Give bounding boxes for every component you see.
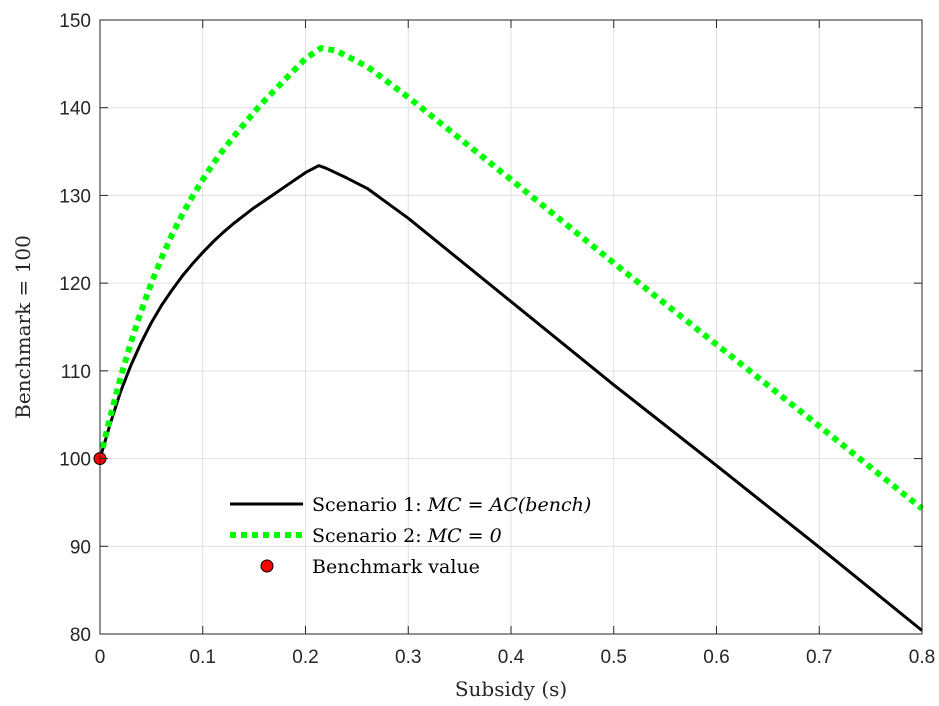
x-tick-label: 0.2 [292,647,318,668]
x-tick-label: 0.5 [601,647,627,668]
x-tick-label: 0 [95,647,106,668]
legend-prefix-scenario-2: Scenario 2: [312,525,428,547]
x-axis-label: Subsidy (s) [455,677,567,701]
x-tick-label: 0.8 [909,647,935,668]
legend-math-scenario-2: MC = 0 [427,525,502,547]
ticks [99,19,923,635]
x-tick-label: 0.6 [703,647,729,668]
series-line-1 [98,164,923,632]
x-tick-label: 0.1 [190,647,216,668]
series-layer [97,45,924,632]
x-tick-labels: 0 0.1 0.2 0.3 0.4 0.5 0.6 0.7 0.8 [95,647,936,668]
legend-entry-benchmark: Benchmark value [312,556,480,578]
y-tick-labels: 80 90 100 110 120 130 140 150 [59,11,91,646]
y-tick-label: 100 [59,450,91,471]
legend-entry-scenario-2: Scenario 2: MC = 0 [312,525,502,547]
legend-math-scenario-1: MC = AC(bench) [427,494,592,516]
y-tick-label: 130 [59,186,91,207]
x-tick-label: 0.7 [806,647,832,668]
legend-entry-scenario-1: Scenario 1: MC = AC(bench) [312,494,591,516]
y-tick-label: 140 [59,99,91,120]
y-tick-label: 150 [59,11,91,32]
x-tick-label: 0.3 [395,647,421,668]
y-tick-label: 120 [59,274,91,295]
legend: Scenario 1: MC = AC(bench) Scenario 2: M… [230,494,591,578]
x-tick-label: 0.4 [498,647,525,668]
series-line-2 [97,45,924,511]
legend-prefix-scenario-1: Scenario 1: [312,494,428,516]
y-tick-label: 90 [70,537,91,558]
y-axis-label: Benchmark = 100 [11,235,35,419]
y-tick-label: 110 [61,362,91,383]
y-tick-label: 80 [70,625,91,646]
legend-marker-benchmark [260,559,274,573]
